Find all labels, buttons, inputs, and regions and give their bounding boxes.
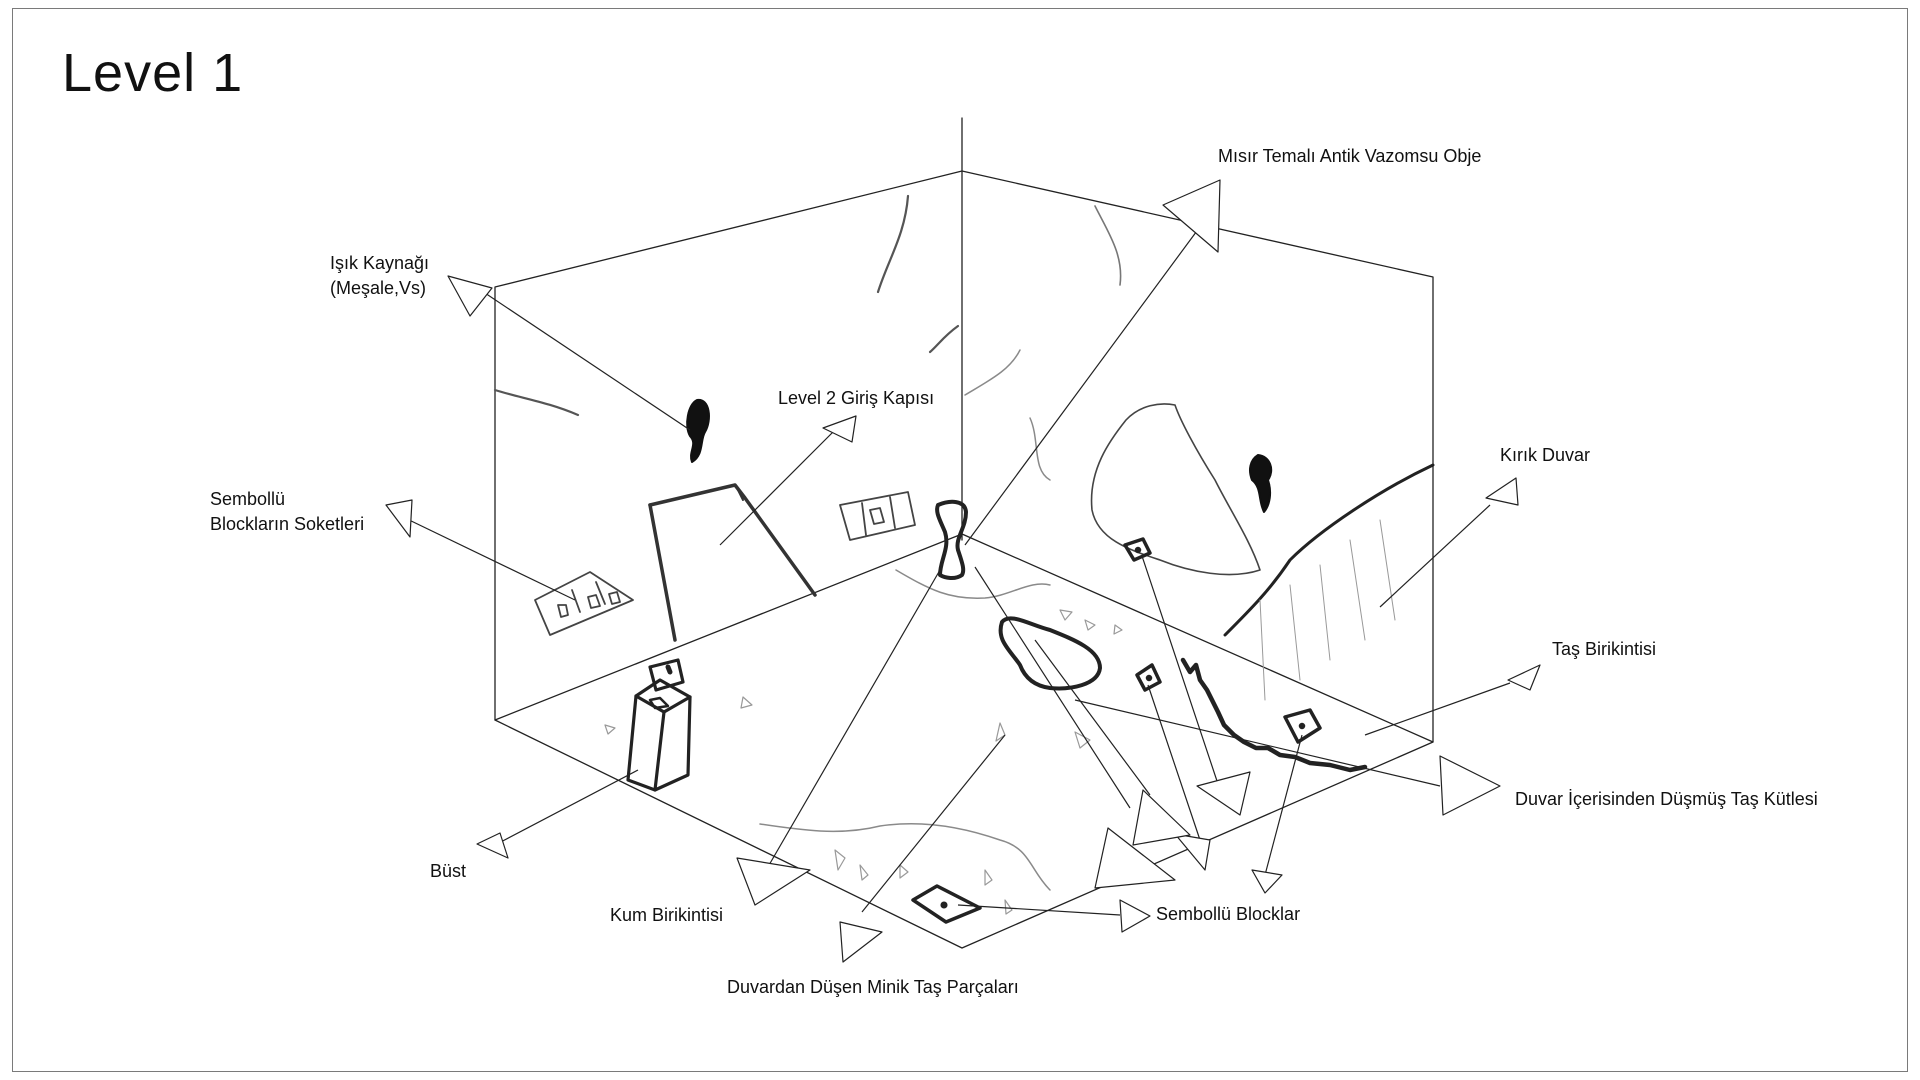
page-title: Level 1 — [62, 43, 244, 103]
torch-left-icon — [686, 398, 710, 463]
label-level2-kapi: Level 2 Giriş Kapısı — [778, 388, 935, 408]
label-isik-kaynagi: Işık Kaynağı — [330, 253, 430, 273]
arrow-head-kirik — [1485, 477, 1519, 506]
stone-pile — [1180, 657, 1368, 773]
label-sembollu-blocklar: Sembollü Blocklar — [1156, 904, 1301, 924]
arrow-head-soket — [385, 499, 413, 538]
broken-wall — [1223, 463, 1435, 701]
floor-outlines — [759, 349, 1051, 891]
room-box — [494, 117, 1434, 949]
label-isik-kaynagi-detail: (Meşale,Vs) — [330, 278, 427, 298]
arrow-head-isik — [447, 275, 493, 317]
wall-cracks — [493, 194, 1122, 417]
arrow-head-minik — [839, 921, 883, 963]
arrow-head-kum — [736, 857, 811, 906]
block-socket-panel-left — [534, 571, 634, 636]
label-tas-birikintisi: Taş Birikintisi — [1552, 639, 1657, 659]
arrow-head-blok-2 — [1174, 833, 1211, 871]
arrow-head-dusmus-2 — [1132, 789, 1191, 846]
label-bust: Büst — [430, 861, 467, 881]
block-socket-panel-back — [839, 491, 916, 541]
label-kirik-duvar: Kırık Duvar — [1500, 445, 1591, 465]
fallen-stone-mass — [998, 616, 1102, 691]
arrow-head-bust — [476, 832, 509, 859]
rock-formation — [1090, 403, 1261, 576]
small-stone-pieces — [604, 609, 1123, 915]
torch-right-icon — [1249, 454, 1273, 513]
label-dusmus-tas: Duvar İçerisinden Düşmüş Taş Kütlesi — [1515, 789, 1818, 809]
arrow-head-dusmus — [1439, 755, 1501, 816]
label-kum-birikintisi: Kum Birikintisi — [610, 905, 724, 925]
arrow-head-vazo — [1162, 179, 1221, 253]
arrow-head-kapi — [822, 415, 857, 443]
label-minik-tas: Duvardan Düşen Minik Taş Parçaları — [727, 977, 1019, 997]
arrow-head-blok-1 — [1196, 771, 1251, 816]
label-soketler-detail: Blockların Soketleri — [210, 514, 365, 534]
arrow-head-dusmus-3 — [1094, 827, 1176, 889]
label-soketler: Sembollü — [210, 489, 286, 509]
bust-statue — [626, 658, 692, 792]
arrow-head-blok-3 — [1251, 869, 1283, 894]
level2-gate — [648, 483, 817, 642]
symbol-blocks — [911, 537, 1322, 924]
arrow-head-tas — [1507, 664, 1541, 691]
arrow-head-blok-4 — [1119, 899, 1151, 933]
label-misir-vazo: Mısır Temalı Antik Vazomsu Obje — [1218, 146, 1482, 166]
egypt-vase — [935, 499, 968, 580]
annotation-leaders — [385, 179, 1541, 963]
